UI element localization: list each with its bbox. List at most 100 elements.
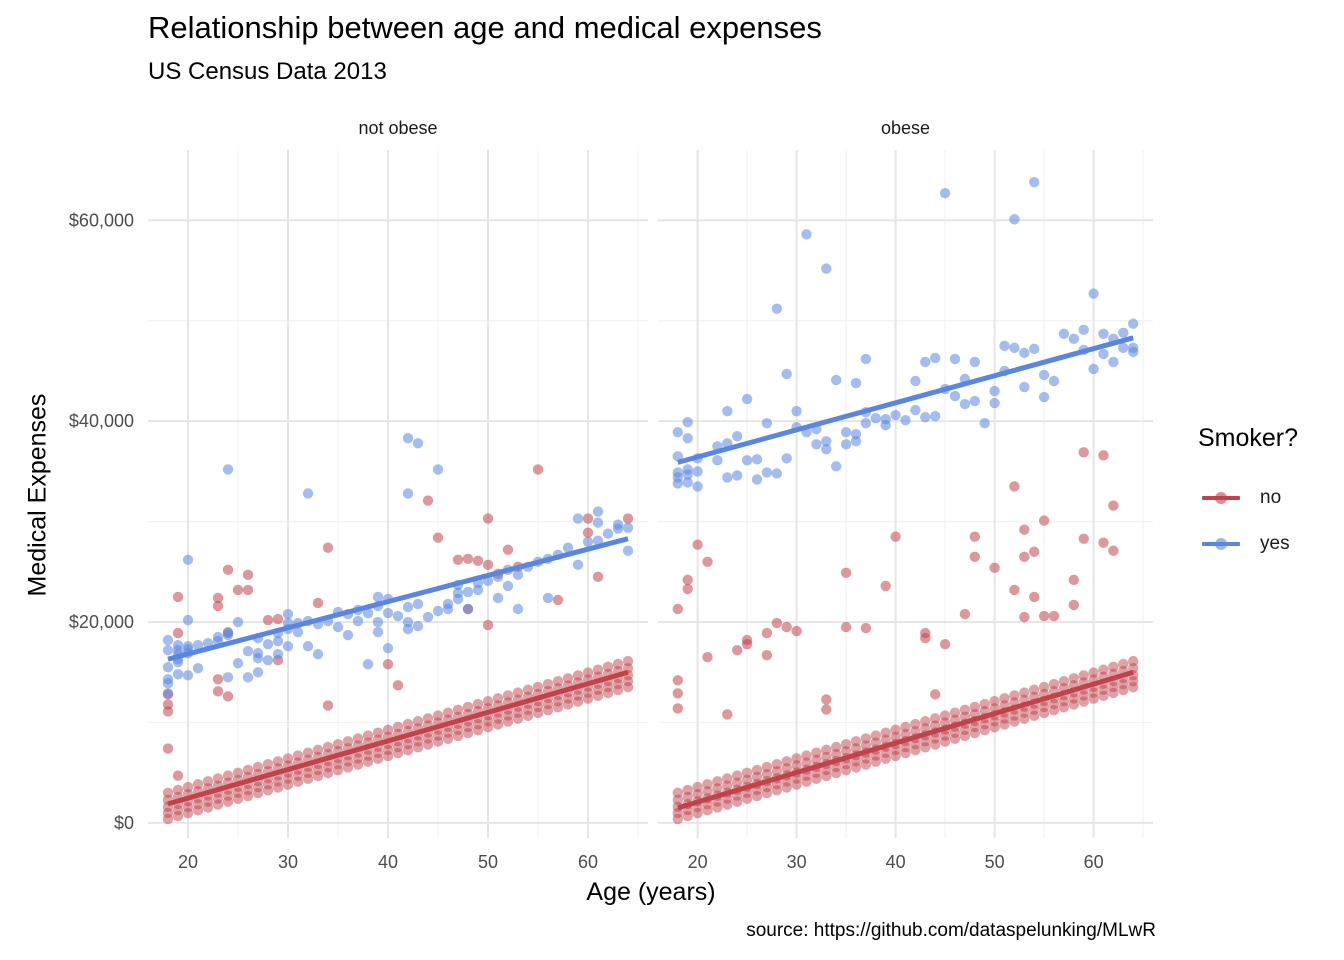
- data-point-yes: [252, 653, 264, 664]
- y-tick-label: $60,000: [69, 210, 134, 230]
- data-point-no: [1068, 673, 1080, 684]
- data-point-no: [552, 675, 564, 687]
- y-axis-label: Medical Expenses: [23, 393, 52, 597]
- data-point-no: [860, 733, 872, 744]
- data-point-yes: [751, 454, 763, 465]
- facet-panel-not-obese: not obese 20 30 40 50 60: [148, 118, 648, 872]
- data-point-no: [222, 770, 234, 781]
- data-point-no: [1009, 584, 1020, 596]
- data-point-no: [212, 600, 224, 612]
- data-point-no: [432, 532, 444, 543]
- data-point-no: [1038, 515, 1050, 526]
- data-point-no: [342, 736, 354, 747]
- data-point-yes: [512, 569, 524, 581]
- data-point-yes: [682, 477, 693, 488]
- data-point-yes: [969, 395, 980, 407]
- x-tick-label: 40: [886, 852, 906, 872]
- data-point-no: [761, 650, 773, 661]
- data-point-no: [969, 531, 980, 542]
- data-point-no: [262, 614, 274, 626]
- data-point-yes: [682, 469, 693, 480]
- data-point-no: [920, 716, 931, 727]
- data-point-no: [821, 704, 832, 715]
- data-point-no: [821, 694, 832, 705]
- data-point-yes: [172, 669, 184, 680]
- data-point-no: [870, 730, 881, 741]
- data-point-no: [1048, 610, 1060, 622]
- data-point-no: [831, 741, 842, 753]
- data-point-yes: [432, 464, 444, 475]
- data-point-no: [1019, 551, 1030, 562]
- data-point-yes: [312, 648, 324, 660]
- x-tick-label: 40: [378, 852, 398, 872]
- data-point-yes: [1038, 391, 1050, 403]
- data-point-yes: [402, 433, 414, 444]
- data-point-yes: [979, 417, 990, 429]
- data-point-no: [612, 658, 624, 670]
- data-point-no: [930, 713, 941, 724]
- data-point-yes: [262, 638, 274, 650]
- data-point-yes: [192, 639, 204, 651]
- data-point-no: [392, 680, 404, 691]
- data-point-no: [1058, 675, 1070, 687]
- data-point-yes: [771, 303, 782, 314]
- data-point-no: [860, 622, 872, 634]
- data-point-yes: [372, 591, 384, 603]
- data-point-yes: [692, 466, 703, 477]
- data-point-no: [939, 710, 951, 721]
- data-point-no: [592, 664, 604, 675]
- data-point-no: [1009, 481, 1020, 492]
- data-point-no: [1029, 684, 1040, 695]
- data-point-yes: [182, 554, 194, 565]
- x-tick-label: 20: [178, 852, 198, 872]
- data-point-no: [1078, 533, 1089, 544]
- data-point-yes: [900, 414, 911, 426]
- data-point-yes: [412, 620, 424, 632]
- source-caption: source: https://github.com/dataspelunkin…: [746, 920, 1156, 941]
- data-point-yes: [582, 536, 594, 547]
- data-point-no: [692, 539, 703, 550]
- data-point-no: [372, 727, 384, 738]
- data-point-no: [791, 625, 802, 637]
- data-point-no: [172, 591, 184, 603]
- data-point-no: [472, 698, 484, 710]
- data-point-no: [741, 767, 753, 778]
- data-point-no: [332, 738, 344, 750]
- data-point-no: [811, 747, 822, 758]
- data-point-yes: [1098, 328, 1109, 340]
- data-point-no: [212, 773, 224, 784]
- data-point-no: [322, 741, 334, 753]
- data-point-no: [722, 773, 733, 784]
- data-point-no: [969, 551, 980, 562]
- data-point-no: [761, 761, 773, 773]
- data-point-yes: [182, 614, 194, 626]
- data-point-no: [840, 567, 852, 579]
- data-point-yes: [1068, 333, 1080, 345]
- data-point-yes: [272, 648, 284, 660]
- data-point-yes: [542, 592, 554, 604]
- data-point-no: [949, 707, 961, 718]
- data-point-no: [622, 655, 634, 667]
- data-point-yes: [252, 667, 264, 678]
- data-point-no: [1068, 574, 1080, 586]
- data-point-no: [442, 707, 454, 718]
- data-point-no: [702, 779, 713, 790]
- data-point-no: [162, 787, 174, 799]
- legend-key-no: [1198, 491, 1244, 505]
- data-point-yes: [1088, 363, 1099, 375]
- data-point-yes: [811, 439, 822, 450]
- data-point-no: [272, 613, 284, 625]
- data-point-no: [761, 627, 773, 639]
- data-point-yes: [930, 410, 941, 422]
- data-point-yes: [222, 464, 234, 475]
- data-point-no: [771, 758, 782, 770]
- data-point-yes: [761, 467, 773, 478]
- data-point-no: [352, 733, 364, 744]
- data-point-yes: [1128, 318, 1139, 329]
- data-point-no: [751, 764, 763, 776]
- y-tick-label: $40,000: [69, 411, 134, 431]
- data-point-no: [172, 627, 184, 639]
- data-point-yes: [162, 662, 174, 673]
- data-point-yes: [372, 626, 384, 638]
- x-tick-label: 60: [1084, 852, 1104, 872]
